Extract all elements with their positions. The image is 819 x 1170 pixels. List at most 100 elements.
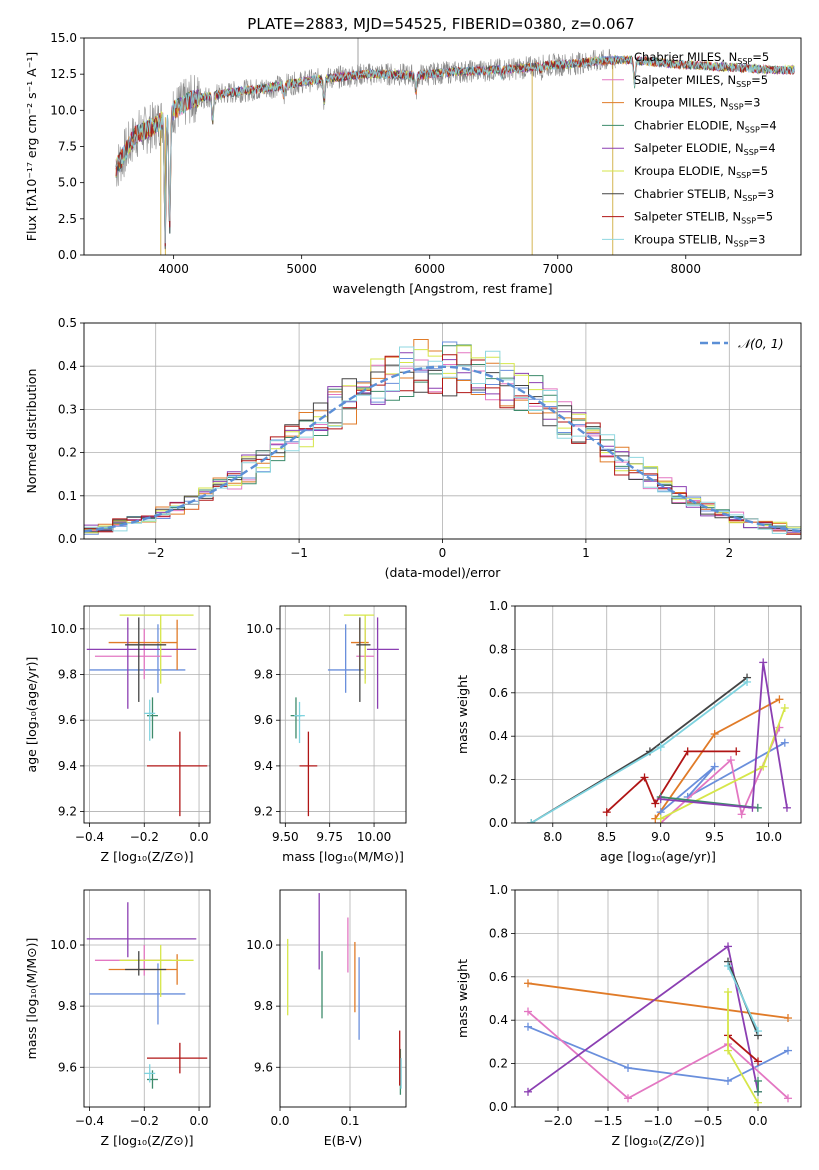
- axes-weight-vs-Z: −2.0 −1.5 −1.0 −0.5 0.0 0.0 0.2 0.4 0.6 0.8 1.0 Z […: [455, 883, 802, 1148]
- errorbar-point-1: [94, 628, 172, 680]
- y-tick-label: 0.4: [58, 359, 77, 373]
- plus-marker: [732, 747, 741, 756]
- plus-marker: [710, 730, 719, 739]
- plus-marker: [724, 1046, 732, 1055]
- x-tick-label: 9.0: [651, 830, 670, 844]
- errorbar-point-4: [86, 617, 197, 709]
- x-tick-label: 9.75: [316, 830, 343, 844]
- x-tick-label: 4000: [158, 262, 189, 276]
- axes-mass-vs-Z: −0.4 −0.2 0.0 9.6 9.8 10.0 Z [log₁₀(Z/Z⊙)] mass…: [24, 889, 211, 1148]
- figure-title: PLATE=2883, MJD=54525, FIBERID=0380, z=0…: [247, 15, 634, 33]
- plus-marker: [710, 762, 719, 771]
- plus-marker: [656, 743, 665, 752]
- x-tick-label: 7000: [542, 262, 573, 276]
- x-tick-label: 0.1: [340, 1114, 359, 1128]
- x-tick-label: 10.00: [357, 830, 391, 844]
- plus-marker: [724, 1076, 732, 1085]
- x-tick-label: −0.4: [75, 830, 104, 844]
- y-tick-label: 10.0: [246, 622, 273, 636]
- axes-age-vs-mass: 9.50 9.75 10.00 9.2 9.4 9.6 9.8 10.0 mass [log₁₀…: [246, 605, 407, 864]
- x-tick-label: −0.5: [693, 1114, 722, 1128]
- errorbar-point-5: [119, 614, 194, 684]
- y-tick-label: 0.0: [58, 532, 77, 546]
- plot-area: [527, 658, 791, 823]
- plus-marker: [624, 1094, 632, 1103]
- y-tick-label: 0.4: [489, 729, 508, 743]
- spectrum-data-line: [115, 48, 616, 246]
- histogram-8: [84, 346, 801, 534]
- x-tick-label: 9.50: [272, 830, 299, 844]
- grid-lines: [515, 889, 801, 1108]
- x-axis-label: Z [log₁₀(Z/Z⊙)]: [101, 1133, 194, 1148]
- plus-marker: [754, 1027, 762, 1036]
- legend-entry: Salpeter MILES, NSSP=5: [634, 73, 768, 89]
- plus-marker: [754, 1057, 762, 1066]
- grid-lines: [84, 606, 210, 823]
- x-tick-label: 0.0: [748, 1114, 767, 1128]
- weight-line-3: [660, 741, 786, 813]
- y-tick-label: 9.8: [58, 668, 77, 682]
- plus-marker: [524, 1022, 532, 1031]
- y-tick-label: 7.5: [58, 140, 77, 154]
- plus-marker: [784, 1014, 792, 1023]
- plus-marker: [782, 803, 791, 812]
- plus-marker: [656, 795, 665, 804]
- weight-line-0: [527, 982, 789, 1019]
- x-axis-label: age [log₁₀(age/yr)]: [600, 849, 716, 864]
- y-tick-label: 0.0: [58, 248, 77, 262]
- y-tick-label: 0.0: [489, 816, 508, 830]
- plus-marker: [724, 961, 732, 970]
- x-tick-label: −0.2: [130, 1114, 159, 1128]
- plus-marker: [524, 979, 532, 988]
- legend-entry: Chabrier MILES, NSSP=5: [634, 50, 769, 66]
- y-axis-label: Normed distribution: [24, 369, 39, 494]
- errorbar-point-0: [327, 624, 364, 693]
- y-tick-label: 0.2: [489, 1057, 508, 1071]
- plus-marker: [640, 773, 649, 782]
- errorbar-point-5: [119, 945, 194, 997]
- y-tick-label: 1.0: [489, 883, 508, 897]
- legend: Chabrier MILES, NSSP=5 Salpeter MILES, NS…: [602, 50, 777, 248]
- weight-line-5: [660, 727, 781, 823]
- plus-marker: [759, 762, 768, 771]
- legend-entry: Kroupa ELODIE, NSSP=5: [634, 164, 768, 180]
- x-tick-label: 2: [725, 546, 733, 560]
- x-tick-label: 8.0: [543, 830, 562, 844]
- y-tick-label: 9.6: [254, 713, 273, 727]
- gaussian-reference-curve: [84, 365, 801, 533]
- y-tick-label: 9.2: [254, 805, 273, 819]
- errorbar-point-5: [343, 614, 375, 684]
- plus-marker: [524, 1087, 532, 1096]
- x-tick-label: 0.0: [270, 1114, 289, 1128]
- legend-entry: Salpeter ELODIE, NSSP=4: [634, 141, 776, 157]
- plus-marker: [775, 695, 784, 704]
- model-line-8: [115, 55, 795, 244]
- errorbar-point-3: [147, 697, 158, 739]
- y-axis-label: mass weight: [455, 959, 470, 1038]
- legend-entry: Salpeter STELIB, NSSP=5: [634, 210, 773, 226]
- plus-marker: [754, 1076, 762, 1085]
- y-tick-label: 0.5: [58, 316, 77, 330]
- x-tick-label: 1: [582, 546, 590, 560]
- y-axis-label: mass [log₁₀(M/M⊙)]: [24, 938, 39, 1060]
- x-axis-label: Z [log₁₀(Z/Z⊙)]: [612, 1133, 705, 1148]
- y-tick-label: 10.0: [246, 938, 273, 952]
- plus-marker: [656, 814, 665, 823]
- y-tick-label: 0.6: [489, 686, 508, 700]
- plus-marker: [784, 1046, 792, 1055]
- legend-entry: 𝒩(0, 1): [738, 336, 784, 351]
- plus-marker: [759, 658, 768, 667]
- x-tick-label: −0.2: [130, 830, 159, 844]
- plus-marker: [524, 1007, 532, 1016]
- y-tick-label: 9.6: [58, 1060, 77, 1074]
- plus-marker: [780, 703, 789, 712]
- x-axis-label: (data-model)/error: [385, 565, 502, 580]
- plus-marker: [748, 803, 757, 812]
- x-tick-label: 9.5: [705, 830, 724, 844]
- y-tick-label: 9.4: [254, 759, 273, 773]
- plot-area: [290, 614, 399, 817]
- axes-age-vs-Z: −0.4 −0.2 0.0 9.2 9.4 9.6 9.8 10.0 Z [log₁₀(Z/Z⊙…: [24, 605, 211, 864]
- y-tick-label: 0.2: [489, 773, 508, 787]
- plot-area: [287, 893, 402, 1095]
- plus-marker: [651, 799, 660, 808]
